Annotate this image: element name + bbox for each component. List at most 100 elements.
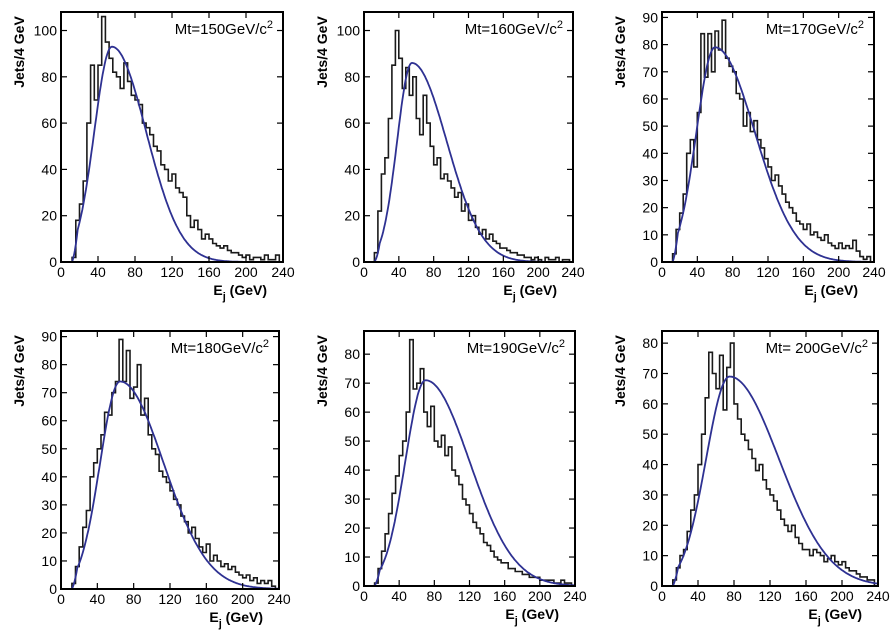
x-tick-label: 160	[794, 588, 818, 604]
y-tick-label: 0	[650, 578, 658, 594]
panel-title-main: Mt=190GeV/c	[467, 340, 560, 357]
x-tick-label: 120	[457, 264, 481, 280]
x-tick-label: 160	[197, 264, 221, 280]
panel-title-superscript: 2	[263, 338, 269, 350]
plot-frame	[661, 330, 879, 587]
panel-title-main: Mt=160GeV/c	[465, 21, 558, 38]
x-axis-label-subscript: j	[512, 291, 516, 303]
x-tick-label: 120	[160, 264, 184, 280]
x-tick-label: 80	[426, 264, 442, 280]
y-tick-label: 50	[642, 118, 658, 134]
x-axis-label-subscript: j	[813, 291, 817, 303]
x-axis-label: Ej (GeV)	[503, 282, 557, 303]
x-tick-label: 80	[725, 264, 741, 280]
y-tick-label: 90	[642, 9, 658, 25]
x-tick-label: 240	[862, 264, 886, 280]
panel-4: 0 40 80 120 160 200 240 0 10 20 30 40 50 60 70 80 90 Mt=1…	[11, 329, 291, 630]
x-tick-label: 240	[271, 264, 295, 280]
x-axis-label-unit: (GeV)	[821, 606, 862, 622]
histogram-series	[672, 342, 878, 587]
y-tick-label: 70	[344, 375, 360, 391]
x-axis-label: Ej (GeV)	[213, 282, 267, 303]
y-tick-label: 10	[642, 227, 658, 243]
y-tick-label: 100	[337, 23, 361, 39]
x-axis-label: Ej (GeV)	[804, 282, 858, 303]
x-tick-label: 0	[57, 264, 65, 280]
x-tick-label: 200	[830, 588, 854, 604]
x-tick-label: 200	[234, 264, 258, 280]
x-axis-label-main: E	[804, 282, 813, 298]
x-axis-label-unit: (GeV)	[516, 282, 557, 298]
x-axis-label-main: E	[209, 609, 218, 625]
y-tick-label: 70	[642, 64, 658, 80]
plot-frame	[363, 330, 576, 587]
x-axis-label-main: E	[808, 606, 817, 622]
y-axis-label: Jets/4 GeV	[314, 16, 330, 88]
x-tick-label: 200	[231, 591, 255, 607]
y-tick-label: 100	[34, 23, 58, 39]
y-tick-label: 40	[41, 469, 57, 485]
x-axis-label-subscript: j	[817, 615, 821, 627]
y-tick-label: 80	[41, 69, 57, 85]
x-tick-label: 0	[360, 588, 368, 604]
y-tick-label: 60	[41, 115, 57, 131]
y-tick-label: 60	[344, 115, 360, 131]
fit-curve	[71, 380, 279, 590]
y-tick-label: 60	[344, 404, 360, 420]
x-tick-label: 160	[792, 264, 816, 280]
y-tick-label: 0	[650, 254, 658, 270]
histogram-series	[71, 15, 283, 263]
x-tick-label: 240	[267, 591, 291, 607]
y-tick-label: 30	[41, 497, 57, 513]
x-tick-label: 0	[360, 264, 368, 280]
y-tick-label: 10	[41, 553, 57, 569]
x-tick-label: 160	[493, 588, 517, 604]
y-axis-label: Jets/4 GeV	[11, 16, 27, 88]
y-tick-label: 20	[41, 525, 57, 541]
y-tick-label: 40	[41, 161, 57, 177]
y-tick-label: 10	[344, 549, 360, 565]
y-tick-label: 0	[49, 581, 57, 597]
y-tick-label: 40	[642, 457, 658, 473]
y-tick-label: 40	[344, 462, 360, 478]
x-axis-label: Ej (GeV)	[209, 609, 263, 630]
plot-frame	[661, 11, 875, 263]
y-tick-label: 30	[642, 487, 658, 503]
y-tick-label: 60	[41, 413, 57, 429]
y-tick-label: 80	[344, 346, 360, 362]
y-tick-label: 60	[642, 396, 658, 412]
x-tick-label: 120	[158, 591, 182, 607]
x-axis-label: Ej (GeV)	[808, 606, 862, 627]
y-axis-label: Jets/4 GeV	[612, 16, 628, 88]
y-tick-label: 80	[41, 357, 57, 373]
y-tick-label: 0	[49, 254, 57, 270]
y-tick-label: 0	[352, 578, 360, 594]
y-tick-label: 30	[344, 491, 360, 507]
x-axis-label-main: E	[503, 282, 512, 298]
panel-2: 0 40 80 120 160 200 240 0 20 40 60 80 100 Mt=160GeV/c…	[314, 11, 585, 303]
y-tick-label: 50	[344, 433, 360, 449]
panel-title-main: Mt= 200GeV/c	[766, 340, 863, 357]
y-axis-label: Jets/4 GeV	[314, 335, 330, 407]
panel-6: 0 40 80 120 160 200 240 0 10 20 30 40 50 60 70 80 Mt= 20…	[612, 330, 890, 627]
x-tick-label: 200	[827, 264, 851, 280]
panel-title-superscript: 2	[557, 19, 563, 31]
x-tick-label: 40	[690, 264, 706, 280]
x-tick-label: 0	[57, 591, 65, 607]
panel-title: Mt=190GeV/c2	[467, 338, 565, 357]
x-axis-label-subscript: j	[514, 615, 518, 627]
panel-title: Mt=180GeV/c2	[171, 338, 269, 357]
fit-curve	[671, 375, 879, 587]
x-axis-label-unit: (GeV)	[518, 606, 559, 622]
x-axis-label-unit: (GeV)	[226, 282, 267, 298]
x-tick-label: 200	[526, 264, 550, 280]
panel-title: Mt=170GeV/c2	[766, 19, 864, 38]
y-tick-label: 40	[642, 145, 658, 161]
panel-title-main: Mt=180GeV/c	[171, 340, 264, 357]
x-tick-label: 240	[561, 264, 585, 280]
x-tick-label: 240	[866, 588, 890, 604]
x-axis-label-unit: (GeV)	[817, 282, 858, 298]
panel-title: Mt=160GeV/c2	[465, 19, 563, 38]
x-tick-label: 120	[758, 588, 782, 604]
x-axis-label-subscript: j	[218, 618, 222, 630]
